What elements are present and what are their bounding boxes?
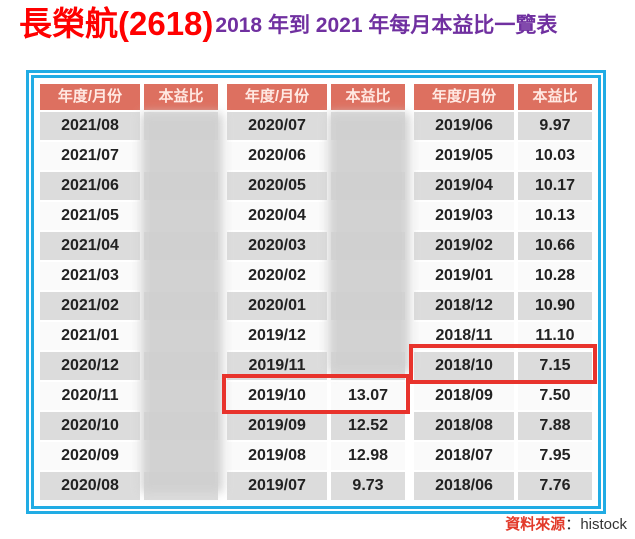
pe-value-cell: 10.13 [518, 202, 592, 230]
pe-value-cell [144, 142, 218, 170]
pe-value-cell [144, 232, 218, 260]
pe-value-cell [144, 202, 218, 230]
month-cell: 2020/07 [227, 112, 327, 140]
pe-value-cell [144, 112, 218, 140]
month-cell: 2020/06 [227, 142, 327, 170]
pe-ratio-table: 年度/月份 本益比 2021/08 2021/07 2021/06 2021/05 2021… [34, 78, 598, 506]
month-cell: 2020/02 [227, 262, 327, 290]
pe-value-cell: 10.28 [518, 262, 592, 290]
month-cell: 2019/01 [414, 262, 514, 290]
table-inner-frame: 年度/月份 本益比 2021/08 2021/07 2021/06 2021/05 2021… [31, 75, 601, 509]
month-cell: 2020/03 [227, 232, 327, 260]
month-cell: 2018/06 [414, 472, 514, 500]
pe-value-cell [331, 262, 405, 290]
column-header-pe: 本益比 [331, 84, 405, 110]
month-cell: 2020/08 [40, 472, 140, 500]
month-cell: 2019/11 [227, 352, 327, 380]
pe-value-cell: 7.88 [518, 412, 592, 440]
column-header-pe: 本益比 [144, 84, 218, 110]
month-cell: 2019/03 [414, 202, 514, 230]
month-cell: 2018/08 [414, 412, 514, 440]
pe-value-cell: 7.76 [518, 472, 592, 500]
month-cell: 2020/05 [227, 172, 327, 200]
month-cell: 2021/05 [40, 202, 140, 230]
pe-value-cell: 9.97 [518, 112, 592, 140]
pe-value-cell: 10.90 [518, 292, 592, 320]
month-cell: 2018/11 [414, 322, 514, 350]
month-cell: 2019/12 [227, 322, 327, 350]
month-cell: 2021/02 [40, 292, 140, 320]
month-cell: 2020/01 [227, 292, 327, 320]
table-group-3: 年度/月份 本益比 2019/06 9.97 2019/05 10.03 2019/04 10… [414, 84, 592, 500]
month-cell: 2018/07 [414, 442, 514, 470]
pe-value-cell: 7.95 [518, 442, 592, 470]
pe-value-cell [144, 442, 218, 470]
pe-value-cell [331, 202, 405, 230]
pe-value-cell: 12.98 [331, 442, 405, 470]
pe-value-cell: 10.17 [518, 172, 592, 200]
column-header-pe: 本益比 [518, 84, 592, 110]
pe-value-cell [144, 172, 218, 200]
month-cell: 2019/06 [414, 112, 514, 140]
table-group-1: 年度/月份 本益比 2021/08 2021/07 2021/06 2021/05 2021… [40, 84, 218, 500]
pe-value-cell [331, 112, 405, 140]
pe-value-cell [331, 142, 405, 170]
page-title: 長榮航(2618) [19, 5, 214, 42]
pe-value-cell: 13.07 [331, 382, 405, 410]
pe-value-cell [331, 292, 405, 320]
month-cell: 2019/10 [227, 382, 327, 410]
pe-value-cell [331, 232, 405, 260]
pe-value-cell: 10.03 [518, 142, 592, 170]
pe-value-cell [144, 412, 218, 440]
month-cell: 2021/04 [40, 232, 140, 260]
month-cell: 2018/12 [414, 292, 514, 320]
data-source-label: 資料來源 [505, 516, 566, 533]
month-cell: 2020/10 [40, 412, 140, 440]
month-cell: 2021/06 [40, 172, 140, 200]
pe-value-cell [144, 472, 218, 500]
pe-value-cell [331, 322, 405, 350]
month-cell: 2020/09 [40, 442, 140, 470]
data-source-value: histock [580, 516, 627, 533]
month-cell: 2021/08 [40, 112, 140, 140]
column-header-month: 年度/月份 [40, 84, 140, 110]
data-source-note: 資料來源：histock [505, 513, 627, 534]
page-title-row: 長榮航(2618) 2018 年到 2021 年每月本益比一覽表 [19, 5, 635, 42]
pe-value-cell [144, 322, 218, 350]
page-subtitle: 2018 年到 2021 年每月本益比一覽表 [215, 14, 558, 38]
month-cell: 2020/12 [40, 352, 140, 380]
month-cell: 2019/09 [227, 412, 327, 440]
month-cell: 2021/03 [40, 262, 140, 290]
table-group-2: 年度/月份 本益比 2020/07 2020/06 2020/05 2020/04 2020… [227, 84, 405, 500]
column-header-month: 年度/月份 [414, 84, 514, 110]
month-cell: 2019/07 [227, 472, 327, 500]
month-cell: 2019/04 [414, 172, 514, 200]
column-header-month: 年度/月份 [227, 84, 327, 110]
month-cell: 2019/02 [414, 232, 514, 260]
month-cell: 2021/07 [40, 142, 140, 170]
pe-value-cell [331, 172, 405, 200]
pe-value-cell [144, 352, 218, 380]
data-source-separator: ： [565, 516, 581, 533]
month-cell: 2018/10 [414, 352, 514, 380]
pe-value-cell [144, 262, 218, 290]
month-cell: 2021/01 [40, 322, 140, 350]
pe-value-cell: 7.50 [518, 382, 592, 410]
pe-value-cell: 11.10 [518, 322, 592, 350]
table-outer-frame: 年度/月份 本益比 2021/08 2021/07 2021/06 2021/05 2021… [26, 70, 606, 514]
month-cell: 2019/08 [227, 442, 327, 470]
month-cell: 2018/09 [414, 382, 514, 410]
pe-value-cell [144, 292, 218, 320]
pe-value-cell: 7.15 [518, 352, 592, 380]
month-cell: 2020/04 [227, 202, 327, 230]
pe-value-cell [144, 382, 218, 410]
month-cell: 2020/11 [40, 382, 140, 410]
month-cell: 2019/05 [414, 142, 514, 170]
pe-value-cell [331, 352, 405, 380]
pe-value-cell: 9.73 [331, 472, 405, 500]
pe-value-cell: 12.52 [331, 412, 405, 440]
pe-value-cell: 10.66 [518, 232, 592, 260]
